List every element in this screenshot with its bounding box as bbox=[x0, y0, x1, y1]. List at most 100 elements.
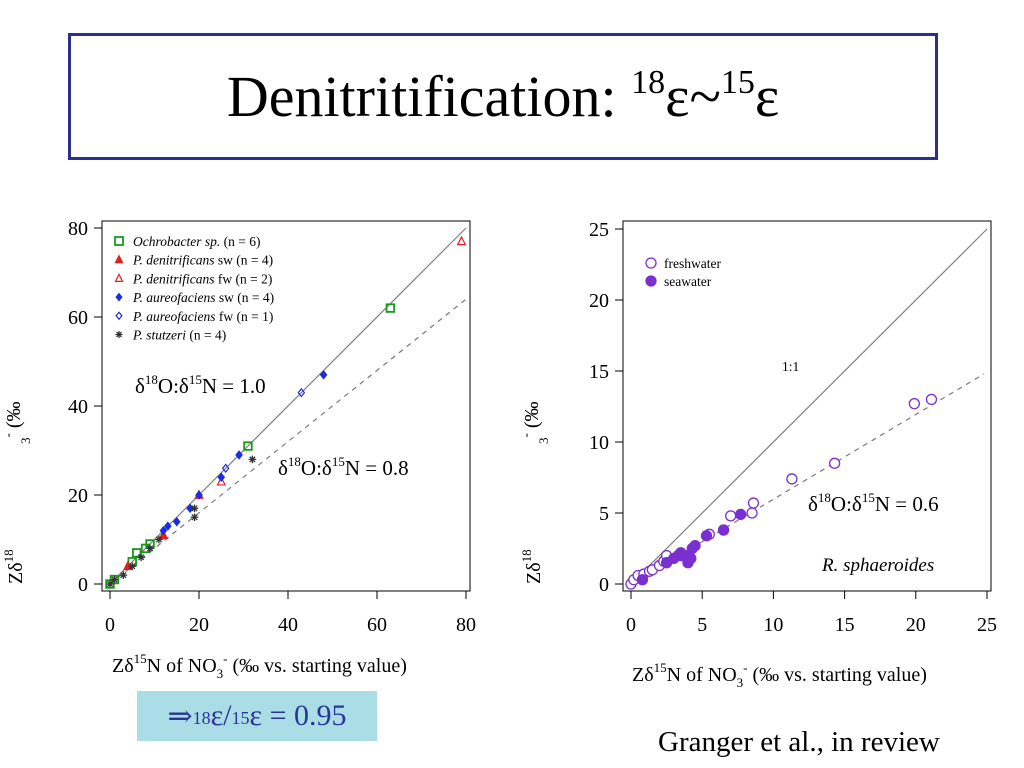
xlabel-sup: - bbox=[223, 651, 227, 666]
y-tick-label: 5 bbox=[599, 503, 609, 525]
label-part: N = 0.8 bbox=[345, 456, 409, 480]
x-tick-label: 60 bbox=[367, 614, 387, 636]
ratio-annotation: δ18O:δ15N = 1.0 bbox=[135, 372, 266, 398]
point-asterisk bbox=[190, 504, 199, 513]
point-open-triangle bbox=[456, 235, 467, 246]
ylabel-part: Zδ bbox=[5, 562, 27, 584]
legend-entry: seawater bbox=[664, 274, 712, 289]
legend-suffix: fw (n = 2) bbox=[215, 271, 273, 286]
title-eps-18: ε~ bbox=[665, 63, 721, 129]
result-box: ⇒ 18 ε/15 ε = 0.95 bbox=[137, 691, 377, 741]
point-asterisk bbox=[106, 580, 114, 588]
point-asterisk bbox=[115, 331, 123, 338]
point-filled-diamond bbox=[217, 472, 226, 482]
ylabel-part: Zδ bbox=[523, 562, 545, 584]
point-open-square bbox=[131, 548, 142, 558]
point-open-circle bbox=[725, 510, 737, 522]
slide-title: Denitritification: 18ε~15ε bbox=[227, 65, 779, 126]
x-tick-label: 0 bbox=[105, 614, 115, 636]
xlabel-part: (‰ vs. starting value) bbox=[747, 664, 926, 686]
y-axis-label: Zδ18 3- (‰ bbox=[518, 401, 551, 584]
ylabel-sub: 3 bbox=[18, 438, 33, 445]
label-part: O:δ bbox=[301, 456, 332, 480]
x-tick-label: 40 bbox=[278, 614, 298, 636]
x-axis-label: Zδ15N of NO3- (‰ vs. starting value) bbox=[112, 651, 407, 681]
point-open-triangle bbox=[216, 476, 227, 486]
x-tick-label: 15 bbox=[835, 614, 855, 636]
ylabel-sup: - bbox=[518, 433, 533, 437]
ylabel-part: (‰ bbox=[521, 401, 543, 433]
xlabel-sub: 3 bbox=[737, 675, 744, 690]
series-filled-circle bbox=[636, 508, 747, 586]
point-open-circle bbox=[747, 497, 760, 509]
ylabel-sup: - bbox=[0, 433, 15, 437]
y-axis-label-fragment: 3- (‰ bbox=[518, 401, 551, 444]
legend-suffix: (n = 6) bbox=[220, 234, 260, 249]
point-filled-diamond bbox=[319, 370, 328, 380]
title-sup-18: 18 bbox=[631, 63, 666, 101]
point-filled-circle bbox=[734, 508, 747, 521]
point-open-circle bbox=[828, 457, 841, 469]
y-tick-label: 40 bbox=[68, 396, 88, 418]
point-filled-diamond bbox=[186, 503, 194, 514]
title-text: Denitritification: bbox=[226, 63, 632, 129]
label-part: 15 bbox=[189, 372, 202, 387]
point-filled-circle bbox=[717, 524, 730, 536]
xlabel-sup: 15 bbox=[134, 651, 147, 666]
point-asterisk bbox=[137, 553, 145, 562]
slide-title-box: Denitritification: 18ε~15ε bbox=[68, 33, 938, 160]
species-label: R. sphaeroides bbox=[821, 555, 934, 576]
result-sup-18: 18 bbox=[192, 707, 211, 728]
x-tick-label: 80 bbox=[456, 614, 476, 636]
point-open-square bbox=[243, 441, 253, 451]
label-part: N = 1.0 bbox=[202, 374, 266, 398]
legend-suffix: (n = 4) bbox=[186, 328, 226, 343]
result-sup-15: 15 bbox=[231, 707, 250, 728]
series-asterisk bbox=[106, 455, 257, 588]
y-tick-label: 60 bbox=[68, 307, 88, 329]
point-asterisk bbox=[110, 575, 119, 584]
xlabel-part: Zδ bbox=[112, 655, 134, 677]
label-part: O:δ bbox=[831, 492, 862, 516]
point-filled-circle bbox=[645, 275, 657, 287]
xlabel-sup: 15 bbox=[654, 660, 667, 675]
series-open-triangle bbox=[216, 235, 467, 486]
label-part: 18 bbox=[145, 372, 158, 387]
point-open-diamond bbox=[115, 311, 123, 321]
y-tick-label: 0 bbox=[78, 574, 88, 596]
point-filled-circle bbox=[636, 574, 649, 586]
ylabel-sup: 18 bbox=[1, 549, 16, 562]
legend-species: P. stutzeri bbox=[132, 328, 186, 343]
legend-entry: P. stutzeri (n = 4) bbox=[132, 328, 226, 343]
point-open-circle bbox=[786, 473, 798, 485]
label-part: 18 bbox=[818, 490, 831, 505]
title-eps-15: ε bbox=[754, 63, 780, 129]
point-open-square bbox=[114, 236, 124, 246]
y-axis-label-fragment: 3- (‰ bbox=[0, 401, 33, 444]
x-tick-label: 20 bbox=[189, 614, 209, 636]
xlabel-part: Zδ bbox=[632, 664, 654, 686]
ylabel-part: (‰ bbox=[3, 401, 25, 433]
ratio-annotation: δ18O:δ15N = 0.6 bbox=[808, 490, 939, 516]
ylabel-sup: 18 bbox=[519, 549, 534, 562]
point-asterisk bbox=[155, 535, 163, 544]
series-filled-diamond bbox=[159, 370, 328, 536]
chart-right: 0 5 10 15 20 25 0 5 10 15 20 25 freshwater seawater 1:… bbox=[518, 219, 997, 690]
one-to-one-line bbox=[630, 228, 988, 585]
xlabel-part: (‰ vs. starting value) bbox=[227, 655, 406, 677]
legend-species: P. denitrificans bbox=[132, 253, 215, 268]
point-filled-diamond bbox=[115, 292, 123, 302]
legend-species: P. aureofaciens bbox=[132, 309, 216, 324]
point-asterisk bbox=[190, 513, 199, 522]
y-tick-label: 15 bbox=[589, 361, 609, 383]
legend-entry: P. denitrificans fw (n = 2) bbox=[132, 271, 272, 286]
point-open-diamond bbox=[297, 387, 306, 398]
point-open-diamond bbox=[221, 463, 230, 474]
y-tick-label: 20 bbox=[68, 485, 88, 507]
x-tick-label: 25 bbox=[977, 614, 997, 636]
regression-line-dashed bbox=[630, 373, 985, 585]
legend-entry: P. denitrificans sw (n = 4) bbox=[132, 253, 273, 268]
point-asterisk bbox=[128, 562, 137, 570]
point-asterisk bbox=[119, 571, 128, 579]
legend-species: P. denitrificans bbox=[132, 271, 215, 286]
